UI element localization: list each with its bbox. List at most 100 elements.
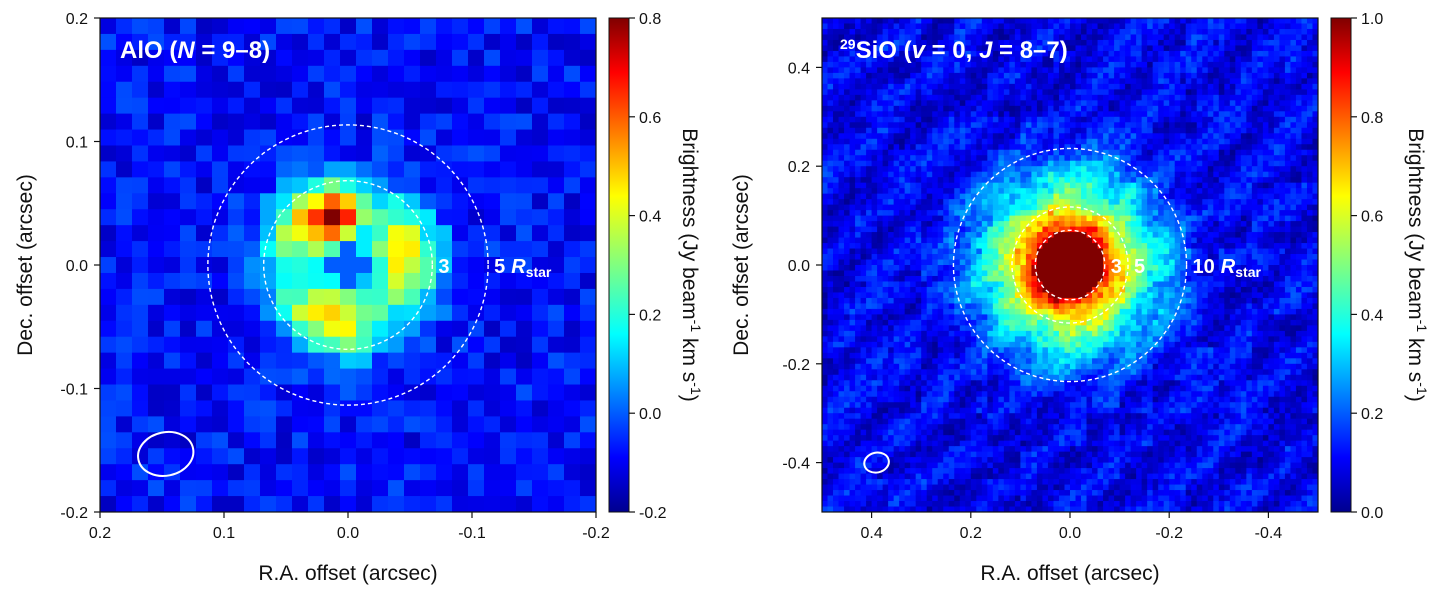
map-pixel xyxy=(827,259,834,266)
map-pixel xyxy=(915,336,922,343)
map-pixel xyxy=(1058,506,1066,512)
map-pixel xyxy=(164,480,181,497)
map-pixel xyxy=(888,435,895,442)
map-pixel xyxy=(877,413,884,420)
map-pixel xyxy=(484,97,501,115)
map-pixel xyxy=(877,292,884,299)
map-pixel xyxy=(959,347,966,354)
map-pixel xyxy=(1064,94,1071,101)
map-pixel xyxy=(548,304,565,322)
map-pixel xyxy=(1047,243,1055,250)
map-pixel xyxy=(844,45,851,52)
map-pixel xyxy=(827,105,834,112)
map-pixel xyxy=(932,330,939,337)
map-pixel xyxy=(970,243,977,250)
map-pixel xyxy=(910,89,917,96)
map-pixel xyxy=(100,193,117,210)
map-pixel xyxy=(904,171,911,178)
map-pixel xyxy=(1031,111,1038,118)
map-pixel xyxy=(987,67,994,74)
map-pixel xyxy=(838,303,845,310)
map-pixel xyxy=(899,210,906,217)
map-pixel xyxy=(998,462,1005,469)
map-pixel xyxy=(340,480,357,497)
map-pixel xyxy=(1020,407,1027,414)
map-pixel xyxy=(866,259,873,266)
map-pixel xyxy=(340,177,357,194)
map-pixel xyxy=(468,464,485,481)
map-pixel xyxy=(893,215,900,222)
map-pixel xyxy=(954,133,961,140)
map-pixel xyxy=(849,166,856,173)
map-pixel xyxy=(910,226,917,233)
map-pixel xyxy=(855,18,862,25)
map-pixel xyxy=(976,188,983,195)
map-pixel xyxy=(196,384,213,402)
map-pixel xyxy=(833,193,840,200)
map-pixel xyxy=(1003,424,1010,431)
map-pixel xyxy=(904,265,911,272)
map-pixel xyxy=(833,100,840,107)
map-pixel xyxy=(436,81,453,99)
map-pixel xyxy=(959,67,966,74)
map-pixel xyxy=(822,451,829,458)
alo-colorbar xyxy=(609,18,629,512)
map-pixel xyxy=(180,352,197,370)
map-pixel xyxy=(888,210,895,217)
map-pixel xyxy=(1031,396,1038,403)
map-pixel xyxy=(116,225,133,242)
map-pixel xyxy=(882,490,889,497)
map-pixel xyxy=(877,199,884,206)
map-pixel xyxy=(1025,138,1033,145)
map-pixel xyxy=(877,105,884,112)
map-pixel xyxy=(838,468,845,475)
map-pixel xyxy=(970,270,977,277)
map-pixel xyxy=(1053,281,1060,288)
map-pixel xyxy=(500,49,517,67)
map-pixel xyxy=(244,241,261,258)
map-pixel xyxy=(998,501,1005,508)
map-pixel xyxy=(340,432,357,449)
map-pixel xyxy=(1009,413,1016,420)
map-pixel xyxy=(954,116,961,123)
map-pixel xyxy=(871,105,878,112)
map-pixel xyxy=(452,113,469,131)
map-pixel xyxy=(921,149,928,156)
map-pixel xyxy=(904,155,911,162)
map-pixel xyxy=(932,23,939,30)
map-pixel xyxy=(871,347,878,354)
map-pixel xyxy=(388,145,405,163)
map-pixel xyxy=(452,384,469,402)
map-pixel xyxy=(822,358,829,365)
map-pixel xyxy=(981,39,988,47)
map-pixel xyxy=(959,232,966,239)
map-pixel xyxy=(915,177,922,184)
map-pixel xyxy=(822,237,829,244)
map-pixel xyxy=(849,418,856,425)
map-pixel xyxy=(948,34,955,41)
map-pixel xyxy=(564,225,581,242)
map-pixel xyxy=(970,226,977,233)
map-pixel xyxy=(827,215,834,222)
map-pixel xyxy=(860,232,867,239)
map-pixel xyxy=(1047,226,1055,233)
map-pixel xyxy=(937,385,944,392)
map-pixel xyxy=(580,49,596,67)
map-pixel xyxy=(1025,210,1033,217)
map-pixel xyxy=(932,166,939,173)
map-pixel xyxy=(855,61,862,68)
map-pixel xyxy=(1058,67,1066,74)
map-pixel xyxy=(1003,347,1010,354)
map-pixel xyxy=(1003,171,1010,178)
map-pixel xyxy=(910,116,917,123)
map-pixel xyxy=(866,210,873,217)
map-pixel xyxy=(420,225,437,242)
map-pixel xyxy=(926,56,933,63)
map-pixel xyxy=(981,396,988,403)
map-pixel xyxy=(937,506,944,512)
map-pixel xyxy=(877,210,884,217)
map-pixel xyxy=(926,369,933,376)
map-pixel xyxy=(833,363,840,370)
map-pixel xyxy=(959,440,966,447)
map-pixel xyxy=(970,171,977,178)
